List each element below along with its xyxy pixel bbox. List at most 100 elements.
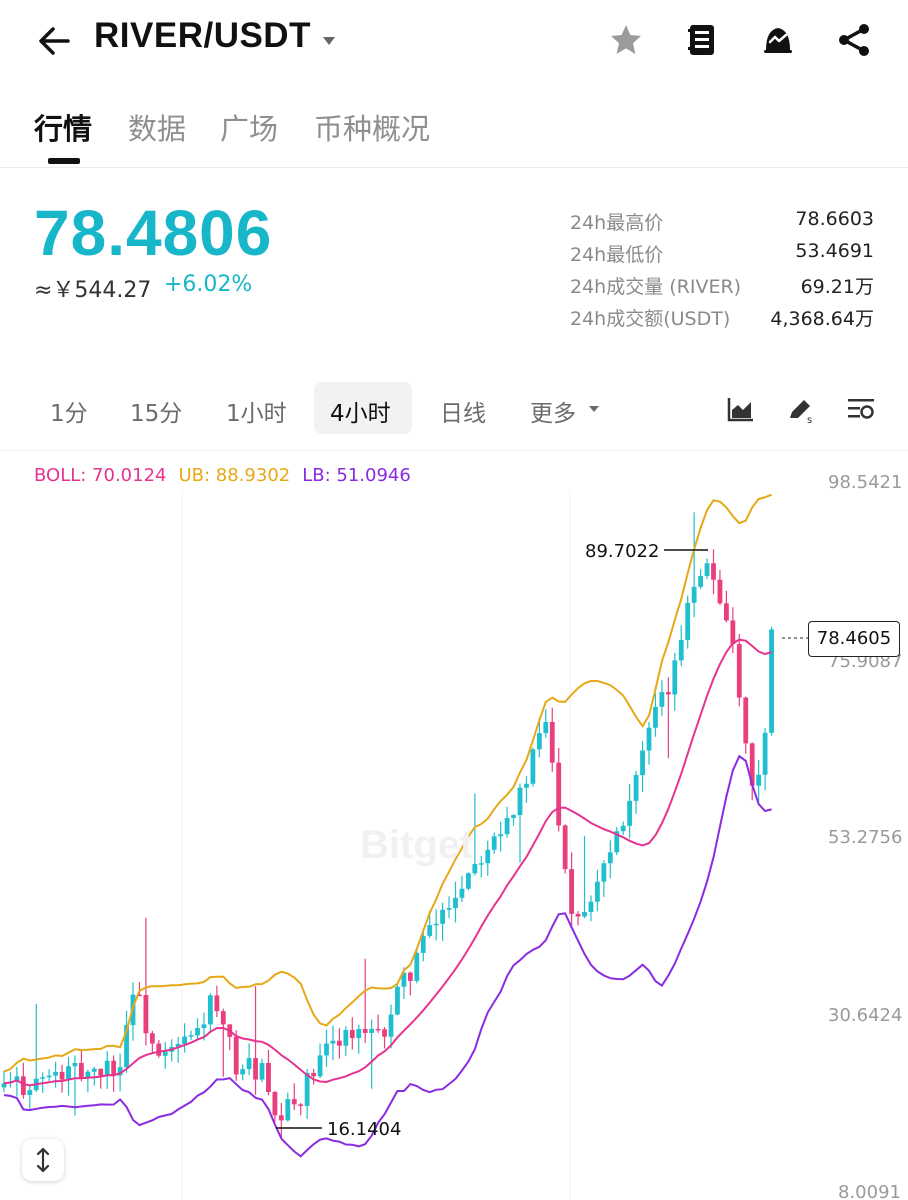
candle-body [530, 749, 536, 784]
candle-body [762, 732, 768, 775]
last-price: 78.4806 [34, 197, 273, 269]
candle-body [420, 935, 426, 953]
candle-body [433, 923, 439, 926]
interval-15m[interactable]: 15分 [130, 401, 183, 427]
candle-body [208, 995, 213, 1025]
stat-value-volume: 69.21万 [800, 276, 874, 298]
interval-1h[interactable]: 1小时 [226, 401, 287, 427]
kline-chart[interactable]: 89.7022 16.1404 98.5421 75.9087 53.2756 … [0, 450, 908, 1200]
candle-body [414, 952, 420, 981]
indicator-settings-icon[interactable] [846, 394, 876, 424]
caret-down-icon[interactable] [320, 34, 338, 48]
candle-body [111, 1060, 117, 1076]
candle-body [182, 1036, 187, 1044]
pair-title[interactable]: RIVER/USDT [94, 16, 311, 55]
tab-coin-overview[interactable]: 币种概况 [314, 112, 431, 146]
candle-body [298, 1104, 304, 1106]
stat-label-low: 24h最低价 [570, 244, 664, 266]
top-header: RIVER/USDT [0, 0, 908, 80]
candle-body [40, 1077, 46, 1079]
stat-label-volume: 24h成交量 (RIVER) [570, 276, 742, 298]
candle-body [162, 1051, 168, 1056]
candle-body [220, 1011, 226, 1025]
candle-body [704, 563, 710, 577]
candle-body [614, 831, 620, 853]
chart-canvas[interactable]: 89.7022 16.1404 98.5421 75.9087 53.2756 … [0, 451, 908, 1200]
candle-body [736, 644, 742, 698]
candle-body [117, 1067, 123, 1076]
candle-body [317, 1055, 323, 1077]
min-marker-label: 16.1404 [327, 1119, 401, 1140]
interval-bar: 1分 15分 1小时 4小时 日线 更多 s [0, 380, 908, 436]
boll-indicator-row[interactable]: BOLL: 70.0124 UB: 88.9302 LB: 51.0946 [34, 465, 411, 486]
candle-body [246, 1058, 252, 1070]
candle-body [756, 774, 762, 786]
lower-band-line [3, 754, 772, 1158]
candle-body [633, 775, 639, 801]
interval-4h[interactable]: 4小时 [330, 401, 391, 427]
candle-body [543, 722, 549, 734]
candle-body [195, 1028, 200, 1036]
tab-square[interactable]: 广场 [220, 112, 279, 146]
lb-value: LB: 51.0946 [302, 465, 411, 486]
price-change: +6.02% [164, 272, 253, 297]
interval-active-bg [314, 382, 412, 434]
candle-body [79, 1062, 84, 1079]
y-axis-label-3: 30.6424 [828, 1005, 902, 1026]
interval-1m[interactable]: 1分 [50, 401, 88, 427]
chart-type-icon[interactable] [726, 394, 756, 424]
candle-body [20, 1076, 26, 1095]
interval-1d[interactable]: 日线 [440, 401, 486, 427]
svg-text:s: s [807, 415, 812, 424]
candle-body [556, 762, 562, 826]
notebook-icon[interactable] [682, 20, 722, 60]
candle-body [214, 995, 220, 1012]
candle-body [362, 1029, 368, 1033]
candle-body [233, 1036, 239, 1075]
ub-value: UB: 88.9302 [178, 465, 291, 486]
bitget-watermark: Bitget [360, 823, 474, 867]
interval-more[interactable]: 更多 [530, 401, 576, 427]
candle-body [175, 1043, 181, 1047]
candle-body [446, 908, 452, 910]
candle-body [382, 1029, 387, 1037]
candle-body [98, 1068, 104, 1076]
candle-body [588, 901, 594, 912]
candle-body [717, 579, 723, 604]
candle-body [595, 881, 600, 902]
chart-expand-button[interactable] [22, 1139, 64, 1181]
back-arrow-icon[interactable] [34, 20, 76, 62]
candle-body [91, 1068, 97, 1072]
candle-body [124, 1025, 129, 1068]
candle-body [369, 1028, 375, 1033]
candle-body [743, 697, 749, 744]
candle-body [188, 1035, 194, 1037]
boll-value: BOLL: 70.0124 [34, 465, 167, 486]
candle-body [27, 1090, 33, 1095]
cny-price: ≈￥544.27 [34, 278, 152, 303]
candle-body [375, 1028, 381, 1031]
tab-data[interactable]: 数据 [128, 112, 187, 146]
alert-bell-icon[interactable] [758, 20, 798, 60]
candle-body [266, 1063, 271, 1092]
stat-label-turnover: 24h成交额(USDT) [570, 308, 731, 330]
candle-body [575, 913, 581, 917]
candle-body [253, 1058, 258, 1080]
candle-body [407, 972, 413, 981]
candle-body [536, 733, 542, 750]
candle-body [85, 1071, 91, 1079]
candle-body [137, 994, 142, 997]
share-icon[interactable] [834, 20, 874, 60]
candle-body [427, 925, 433, 936]
candle-body [272, 1091, 278, 1116]
star-icon[interactable] [606, 20, 646, 60]
candle-body [66, 1066, 71, 1080]
tab-market[interactable]: 行情 [34, 112, 93, 146]
draw-tool-icon[interactable]: s [786, 394, 816, 424]
candle-body [653, 706, 658, 728]
more-caret-icon[interactable] [588, 404, 600, 414]
candle-body [337, 1040, 342, 1046]
stat-label-high: 24h最高价 [570, 212, 664, 234]
candle-body [453, 897, 458, 909]
candle-body [291, 1099, 297, 1105]
